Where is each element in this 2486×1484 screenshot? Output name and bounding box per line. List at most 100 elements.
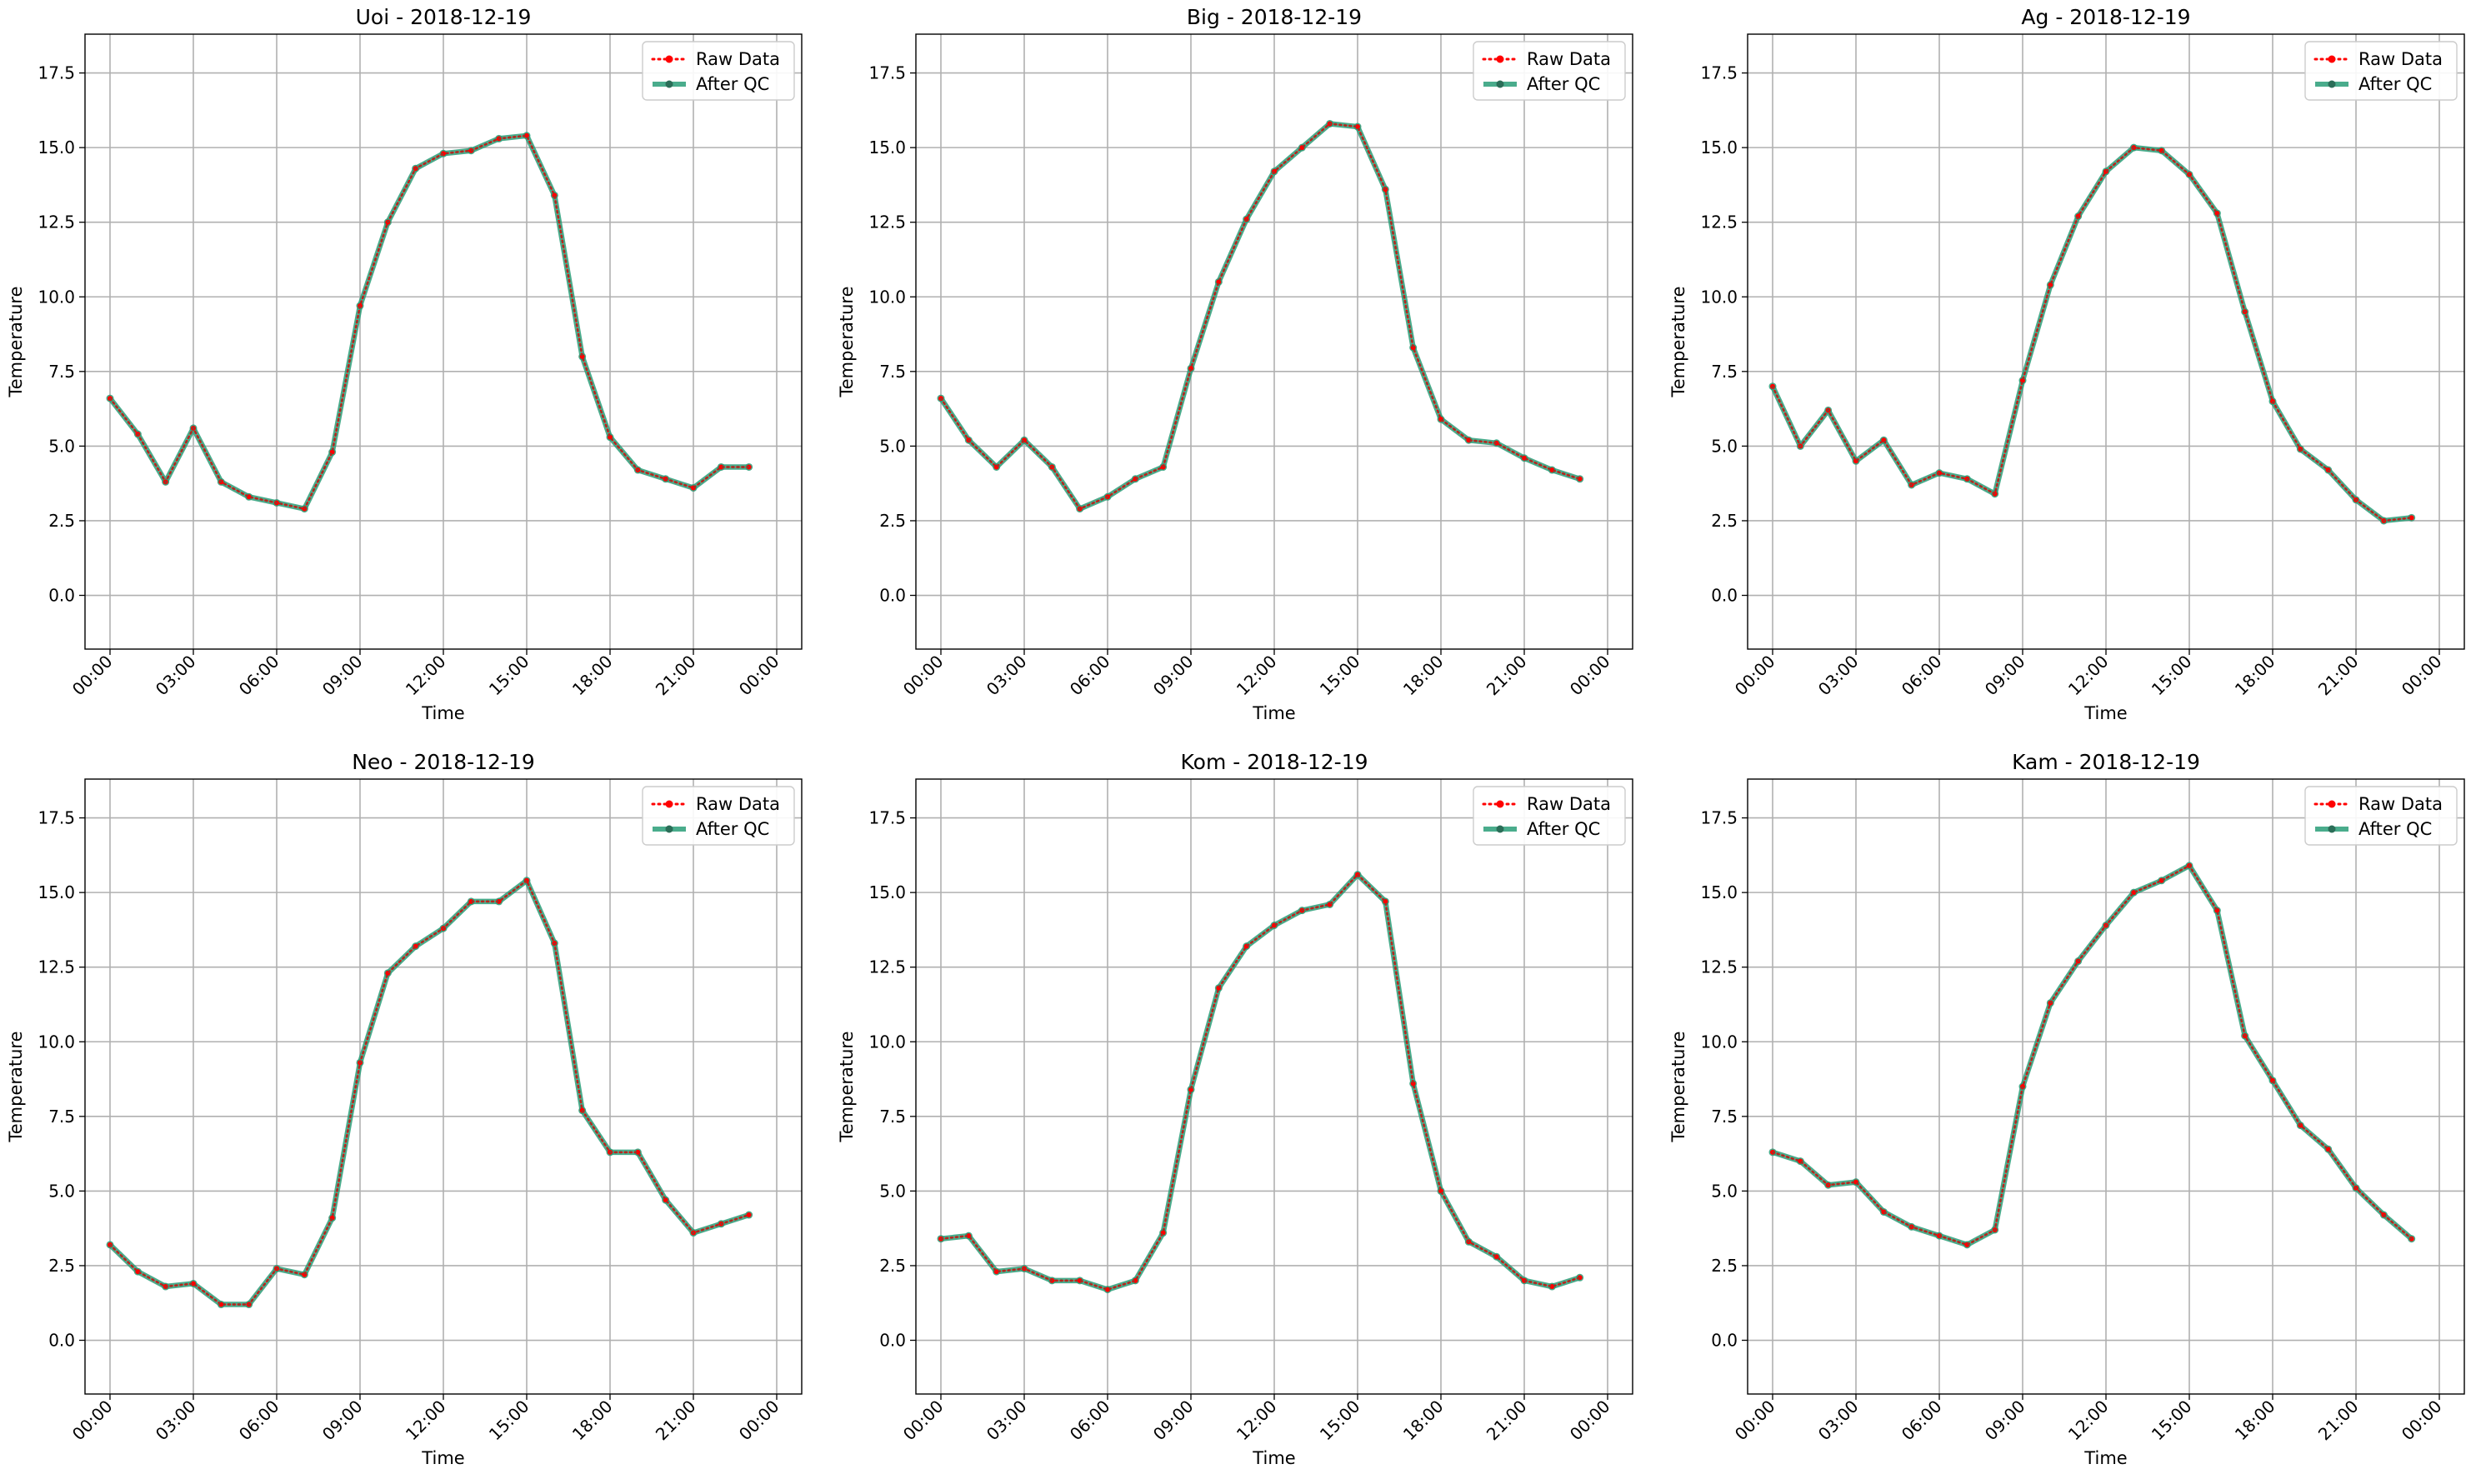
x-tick-label: 00:00 (735, 1397, 783, 1445)
data-point-raw-data (524, 132, 529, 138)
x-tick-label: 12:00 (1233, 1397, 1281, 1445)
y-axis-label: Temperature (1668, 286, 1688, 397)
y-tick-label: 0.0 (879, 1331, 906, 1351)
series-overlay (940, 872, 1581, 1292)
axes-frame (84, 33, 803, 650)
x-tick-label: 09:00 (1981, 652, 2029, 700)
legend-marker-raw-data (1496, 800, 1504, 808)
legend: Raw Data After QC (2304, 41, 2458, 101)
y-tick-label: 15.0 (38, 882, 75, 902)
x-tick-label: 00:00 (2398, 1397, 2446, 1445)
x-tick-label: 06:00 (1898, 1397, 1946, 1445)
legend: Raw Data After QC (1473, 41, 1626, 101)
x-tick-label: 15:00 (2148, 652, 2196, 700)
legend-marker-raw-data (2328, 55, 2336, 63)
y-tick-label: 17.5 (38, 808, 75, 828)
y-tick-label: 7.5 (48, 1107, 75, 1127)
legend-label-after-qc: After QC (696, 74, 769, 94)
y-tick-label: 12.5 (1700, 957, 1738, 977)
y-tick-label: 10.0 (1700, 1032, 1738, 1052)
x-tick-label: 06:00 (235, 1397, 283, 1445)
y-tick-label: 12.5 (868, 212, 906, 232)
x-tick-label: 18:00 (1399, 652, 1448, 700)
x-tick-label: 21:00 (2314, 652, 2363, 700)
data-point-raw-data (2408, 515, 2414, 521)
axes-frame (1747, 778, 2465, 1395)
legend: Raw Data After QC (2304, 786, 2458, 846)
y-tick-label: 12.5 (38, 212, 75, 232)
y-tick-label: 17.5 (868, 808, 906, 828)
y-tick-label: 7.5 (1711, 1107, 1738, 1127)
series-line-after-qc (1770, 144, 2413, 524)
legend-marker-after-qc (665, 80, 673, 88)
chart-title: Kom - 2018-12-19 (1181, 750, 1368, 774)
x-tick-label: 12:00 (1233, 652, 1281, 700)
series-overlay (108, 878, 750, 1307)
x-tick-label: 00:00 (1566, 1397, 1614, 1445)
x-tick-label: 21:00 (1483, 652, 1531, 700)
x-tick-label: 09:00 (318, 1397, 367, 1445)
y-tick-label: 17.5 (1700, 808, 1738, 828)
data-point-raw-data (635, 1149, 641, 1155)
y-tick-label: 17.5 (1700, 63, 1738, 83)
x-tick-label: 15:00 (1316, 1397, 1364, 1445)
x-tick-label: 00:00 (1566, 652, 1614, 700)
legend-label-after-qc: After QC (2358, 74, 2432, 94)
chart-title: Kam - 2018-12-19 (2012, 750, 2200, 774)
legend-label-after-qc: After QC (2358, 819, 2432, 839)
y-tick-label: 7.5 (1711, 362, 1738, 382)
y-tick-label: 10.0 (38, 1032, 75, 1052)
legend-label-raw-data: Raw Data (2358, 794, 2443, 814)
legend-label-raw-data: Raw Data (2358, 49, 2443, 69)
data-point-raw-data (191, 1281, 196, 1287)
x-tick-label: 12:00 (2064, 1397, 2113, 1445)
y-tick-label: 0.0 (879, 586, 906, 606)
y-tick-label: 2.5 (1711, 511, 1738, 531)
x-axis-label: Time (421, 703, 464, 723)
x-tick-label: 15:00 (2148, 1397, 2196, 1445)
legend: Raw Data After QC (1473, 786, 1626, 846)
data-point-raw-data (1992, 491, 1998, 497)
x-tick-label: 03:00 (983, 1397, 1031, 1445)
x-tick-label: 15:00 (1316, 652, 1364, 700)
y-tick-label: 5.0 (1711, 1181, 1738, 1201)
x-tick-label: 12:00 (2064, 652, 2113, 700)
legend-label-raw-data: Raw Data (1527, 49, 1611, 69)
y-tick-label: 17.5 (38, 63, 75, 83)
y-axis-label: Temperature (1668, 1031, 1688, 1142)
y-tick-label: 10.0 (868, 1032, 906, 1052)
legend-marker-after-qc (2328, 80, 2336, 88)
x-tick-label: 18:00 (1399, 1397, 1448, 1445)
series-overlay (1772, 863, 2413, 1247)
series-overlay (1771, 146, 2412, 522)
series-line-after-qc (938, 121, 1581, 512)
x-tick-label: 03:00 (983, 652, 1031, 700)
data-point-raw-data (1105, 1287, 1110, 1292)
legend-label-raw-data: Raw Data (1527, 794, 1611, 814)
subplot-6: 0.0 2.5 5.0 7.5 10.0 12.5 15.0 17.5 00:00 03:00 06… (1668, 750, 2465, 1468)
y-tick-label: 2.5 (48, 511, 75, 531)
chart-title: Ag - 2018-12-19 (2021, 5, 2190, 29)
x-tick-label: 18:00 (568, 652, 617, 700)
legend-label-raw-data: Raw Data (696, 49, 780, 69)
x-tick-label: 15:00 (485, 652, 533, 700)
series-line-after-qc (108, 877, 750, 1307)
y-tick-label: 15.0 (1700, 137, 1738, 157)
x-tick-label: 09:00 (1149, 1397, 1198, 1445)
x-tick-label: 21:00 (1483, 1397, 1531, 1445)
x-tick-label: 12:00 (402, 652, 450, 700)
y-tick-label: 7.5 (879, 1107, 906, 1127)
y-tick-label: 0.0 (1711, 586, 1738, 606)
legend-marker-after-qc (665, 825, 673, 833)
chart-title: Uoi - 2018-12-19 (356, 5, 532, 29)
y-axis-label: Temperature (6, 286, 26, 397)
y-tick-label: 2.5 (879, 1256, 906, 1276)
legend-marker-raw-data (2328, 800, 2336, 808)
x-tick-label: 03:00 (1814, 1397, 1863, 1445)
series-line-after-qc (1772, 862, 2413, 1248)
y-tick-label: 15.0 (868, 882, 906, 902)
x-tick-label: 03:00 (152, 652, 200, 700)
axes-frame (84, 778, 803, 1395)
y-tick-label: 0.0 (1711, 1331, 1738, 1351)
